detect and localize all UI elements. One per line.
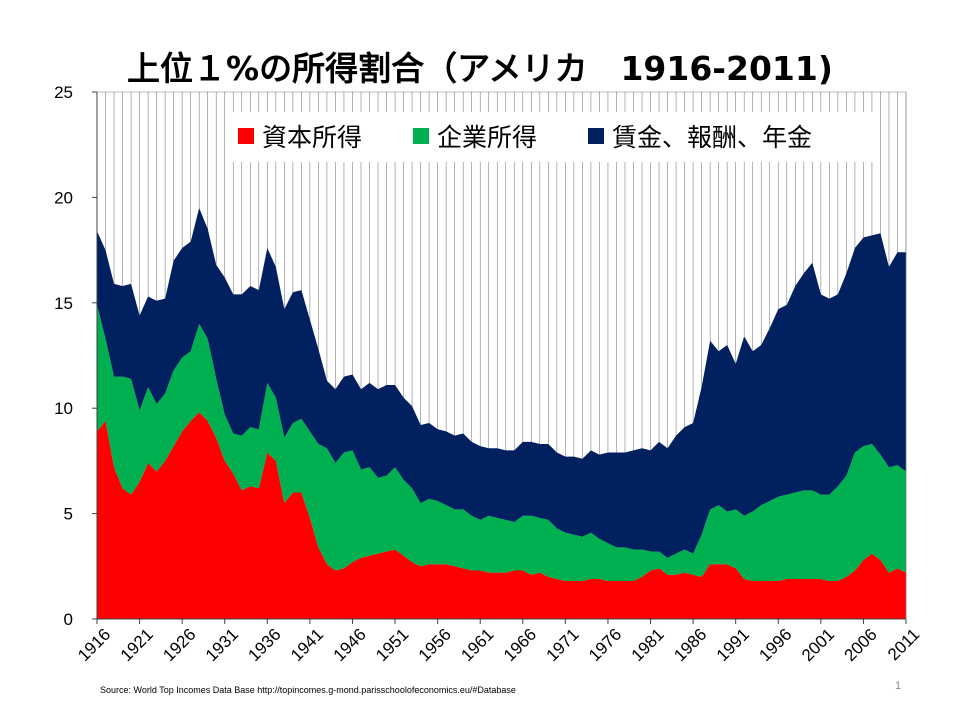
x-tick-label: 2001 (798, 625, 838, 665)
x-tick-label: 1916 (74, 625, 114, 665)
legend-swatch-3 (588, 128, 604, 144)
x-tick-label: 1991 (713, 625, 753, 665)
legend-swatch-2 (413, 128, 429, 144)
x-tick-label: 1986 (670, 625, 710, 665)
x-tick-label: 1956 (415, 625, 455, 665)
y-tick-label: 0 (64, 610, 73, 629)
x-tick-label: 1946 (330, 625, 370, 665)
y-tick-label: 10 (54, 399, 73, 418)
x-tick-label: 2006 (841, 625, 881, 665)
source-note: Source: World Top Incomes Data Base http… (100, 685, 516, 695)
legend-label-3: 賃金、報酬、年金 (612, 123, 812, 152)
x-tick-label: 1926 (159, 625, 199, 665)
x-tick-label: 1976 (585, 625, 625, 665)
y-tick-label: 25 (54, 83, 73, 102)
x-tick-label: 1961 (457, 625, 497, 665)
x-tick-label: 1921 (117, 625, 157, 665)
series-area-2 (97, 304, 906, 582)
chart-title: 上位１%の所得割合（アメリカ 1916-2011) (127, 49, 833, 88)
x-tick-label: 1966 (500, 625, 540, 665)
x-tick-label: 1971 (542, 625, 582, 665)
legend-background (230, 112, 880, 162)
x-tick-label: 1981 (628, 625, 668, 665)
stacked-areas (97, 207, 906, 619)
series-area-3 (97, 207, 906, 558)
x-tick-label: 1951 (372, 625, 412, 665)
page-number: 1 (895, 680, 902, 692)
legend-swatch-1 (238, 128, 254, 144)
axes (96, 91, 907, 620)
y-tick-label: 20 (54, 188, 73, 207)
x-tick-label: 1936 (244, 625, 284, 665)
x-tick-label: 1941 (287, 625, 327, 665)
y-tick-label: 5 (64, 505, 73, 524)
legend-label-2: 企業所得 (437, 123, 537, 152)
legend: 資本所得 企業所得 賃金、報酬、年金 (230, 112, 880, 162)
x-axis-tick-labels: 1916 1921 1926 1931 1936 1941 1946 1951 1956 1961… (74, 619, 923, 665)
x-tick-label: 2011 (884, 625, 923, 664)
y-axis-tick-labels: 0 5 10 15 20 25 (54, 83, 97, 629)
y-tick-label: 15 (54, 294, 73, 313)
series-area-1 (97, 412, 906, 619)
x-tick-label: 1931 (202, 625, 242, 665)
legend-label-1: 資本所得 (262, 123, 362, 152)
x-tick-label: 1996 (755, 625, 795, 665)
